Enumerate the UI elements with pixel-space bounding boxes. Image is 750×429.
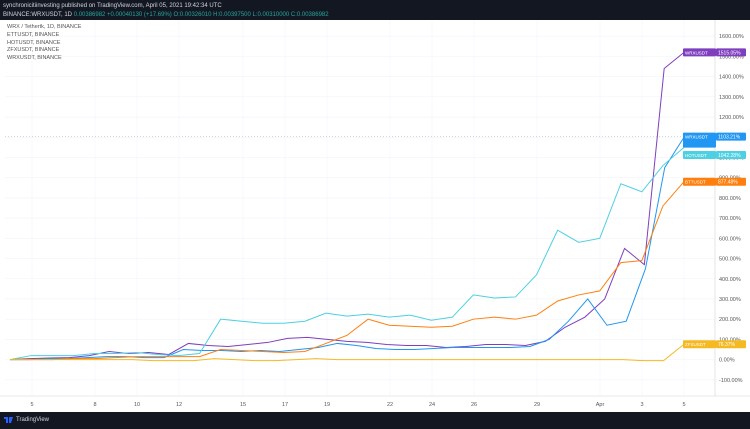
series-value-box-4 [716,340,746,349]
x-tick-label: 5 [682,402,685,408]
ohlc-values: 0.00386982 +0.00040130 (+17.69%) O:0.003… [73,12,329,18]
footer-brand: TradingView [16,417,50,423]
series-line-1 [10,136,685,361]
symbol-label: BINANCE:WRXUSDT, 1D [3,12,73,18]
y-tick-label: 1500.00% [719,54,744,60]
y-tick-label: 1600.00% [719,34,744,40]
publish-info: synchronicitiinvesting published on Trad… [3,3,222,9]
series-price-tag-3 [683,177,716,186]
x-tick-label: Apr [596,402,605,408]
series-value-box-0 [716,48,746,57]
x-tick-label: 10 [134,402,140,408]
series-value-box-3 [716,177,746,186]
series-line-3 [10,181,685,361]
y-tick-label: 600.00% [719,236,741,242]
series-value-label-1: 1103.21% [718,135,741,141]
symbol-ohlc: BINANCE:WRXUSDT, 1D 0.00386982 +0.000401… [3,11,329,19]
legend: WRX / Tethertk, 1D, BINANCE ETTUSDT, BIN… [7,24,81,63]
y-tick-label: 1200.00% [719,115,744,121]
x-tick-label: 3 [640,402,643,408]
series-value-label-0: 1515.05% [718,50,741,56]
x-tick-label: 19 [324,402,330,408]
series-name-tag-0: WRXUSDT [685,50,708,55]
series-name-tag-3: BTTUSDT [685,180,706,185]
series-price-tag-0 [683,48,716,57]
series-price-tag-1 [683,132,716,148]
y-tick-label: 1300.00% [719,95,744,101]
series-line-4 [10,343,685,362]
series-countdown-1: 04:17:26 [718,142,736,147]
x-tick-label: 5 [30,402,33,408]
x-tick-label: 22 [387,402,393,408]
y-tick-label: -100.00% [719,378,743,384]
legend-entry-zfx: ZFXUSDT, BINANCE [7,47,60,54]
price-chart[interactable]: 1600.00% 1500.00% 1400.00% 1300.00% 1200.00%… [0,20,750,412]
y-tick-label: 0.00% [719,358,735,364]
series-line-2 [9,146,685,361]
x-tick-label: 15 [240,402,246,408]
legend-entry-main: WRX / Tethertk, 1D, BINANCE [7,24,82,30]
y-tick-label: 400.00% [719,277,741,283]
series-value-box-2 [716,150,746,159]
x-tick-label: 17 [282,402,288,408]
legend-entry-hot: HOTUSDT, BINANCE [7,39,61,46]
series-name-tag-4: ZFXUSDT [685,342,706,347]
tradingview-logo-icon [4,417,13,423]
x-tick-label: 24 [429,402,435,408]
header-bar: synchronicitiinvesting published on Trad… [0,0,750,20]
series-value-label-2: 1042.28% [718,153,741,159]
series-line-0 [9,51,685,361]
series-value-label-3: 877.48% [718,180,738,186]
x-tick-label: 29 [534,402,540,408]
legend-entry-wrx: WRXUSDT, BINANCE [7,55,62,62]
x-tick-label: 12 [176,402,182,408]
series-value-label-4: 76.37% [718,342,736,348]
series-value-box-1 [716,132,746,141]
x-tick-label: 26 [471,402,477,408]
series-name-tag-1: WRXUSDT [685,135,708,140]
x-tick-label: 8 [93,402,96,408]
y-tick-label: 300.00% [719,297,741,303]
y-tick-label: 500.00% [719,257,741,263]
y-tick-label: 1400.00% [719,75,744,81]
y-tick-label: 700.00% [719,216,741,222]
legend-entry-btt: ETTUSDT, BINANCE [7,31,60,38]
series-price-tag-2 [683,150,716,159]
series-name-tag-2: HOTUSDT [685,153,707,158]
series-price-tag-4 [683,340,716,349]
y-tick-label: 800.00% [719,196,741,202]
footer-bar: TradingView [0,412,750,429]
y-tick-label: 200.00% [719,317,741,323]
